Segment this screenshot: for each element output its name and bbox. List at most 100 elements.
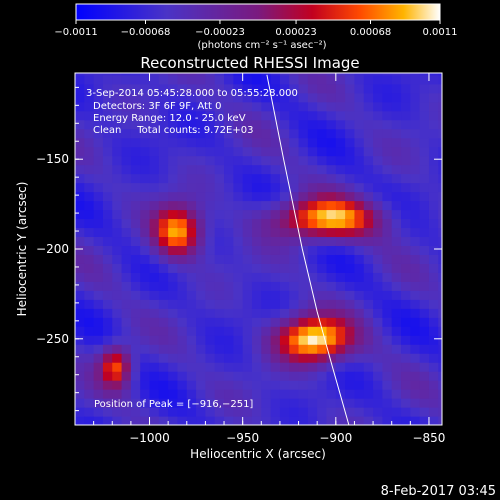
heatmap-cell (419, 398, 430, 408)
heatmap-cell (261, 182, 272, 193)
heatmap-cell (196, 380, 206, 390)
heatmap-cell (428, 290, 439, 300)
heatmap-cell (251, 119, 262, 130)
x-tick-label: −1000 (129, 431, 170, 445)
heatmap-cell (121, 110, 132, 121)
heatmap-cell (279, 281, 290, 291)
heatmap-cell (251, 416, 262, 425)
heatmap-cell (354, 164, 365, 175)
heatmap-cell (158, 263, 169, 273)
heatmap-cell (298, 155, 309, 166)
heatmap-cell (140, 74, 151, 85)
heatmap-cell (317, 416, 328, 425)
heatmap-cell (233, 299, 244, 309)
heatmap-cell (233, 227, 244, 238)
heatmap-cell (224, 209, 234, 220)
heatmap-cell (391, 308, 402, 318)
heatmap-cell (363, 344, 374, 354)
heatmap-cell (410, 353, 421, 363)
heatmap-cell (140, 326, 151, 336)
heatmap-cell (177, 83, 188, 94)
heatmap-cell (84, 155, 95, 166)
heatmap-cell (93, 362, 104, 372)
heatmap-cell (363, 164, 374, 175)
heatmap-cell (84, 344, 95, 354)
heatmap-cell (158, 362, 169, 372)
heatmap-cell (345, 173, 356, 184)
heatmap-cell (75, 110, 85, 121)
heatmap-cell (177, 407, 188, 417)
heatmap-cell (130, 236, 141, 247)
colorbar-tick-label: 0.0011 (423, 27, 458, 38)
heatmap-cell (242, 245, 253, 255)
heatmap-cell (205, 335, 216, 345)
heatmap-cell (354, 209, 365, 220)
heatmap-cell (391, 182, 402, 193)
heatmap-cell (149, 74, 160, 85)
heatmap-cell (363, 380, 374, 390)
heatmap-cell (242, 335, 253, 345)
heatmap-cell (251, 182, 262, 193)
heatmap-cell (438, 83, 442, 94)
heatmap-cell (121, 164, 132, 175)
heatmap-cell (326, 380, 337, 390)
heatmap-cell (102, 344, 113, 354)
heatmap-cell (317, 290, 328, 300)
heatmap-cell (317, 218, 328, 229)
heatmap-cell (93, 83, 104, 94)
heatmap-cell (158, 191, 169, 202)
heatmap-cell (279, 146, 290, 157)
heatmap-cell (401, 398, 411, 408)
heatmap-cell (391, 254, 402, 264)
heatmap-cell (354, 389, 365, 399)
heatmap-cell (382, 254, 393, 264)
heatmap-cell (224, 344, 234, 354)
heatmap-cell (261, 290, 272, 300)
heatmap-cell (428, 407, 439, 417)
heatmap-cell (261, 200, 272, 211)
heatmap-cell (335, 380, 346, 390)
heatmap-cell (186, 119, 197, 130)
heatmap-cell (335, 245, 346, 255)
heatmap-cell (112, 173, 123, 184)
heatmap-cell (130, 353, 141, 363)
heatmap-cell (335, 353, 346, 363)
heatmap-cell (298, 101, 309, 112)
heatmap-cell (419, 101, 430, 112)
heatmap-cell (149, 281, 160, 291)
heatmap-cell (345, 263, 356, 273)
heatmap-cell (363, 335, 374, 345)
heatmap-cell (326, 308, 337, 318)
heatmap-cell (270, 110, 281, 121)
heatmap-cell (279, 335, 290, 345)
heatmap-cell (168, 416, 179, 425)
heatmap-cell (93, 164, 104, 175)
heatmap-cell (233, 398, 244, 408)
heatmap-cell (289, 308, 300, 318)
heatmap-cell (363, 416, 374, 425)
heatmap-cell (270, 245, 281, 255)
heatmap-cell (261, 272, 272, 282)
heatmap-cell (279, 74, 290, 85)
heatmap-cell (75, 416, 85, 425)
heatmap-cell (279, 155, 290, 166)
heatmap-cell (289, 101, 300, 112)
heatmap-cell (84, 146, 95, 157)
heatmap-cell (251, 137, 262, 148)
heatmap-cell (410, 344, 421, 354)
heatmap-cell (130, 299, 141, 309)
heatmap-cell (326, 191, 337, 202)
heatmap-cell (438, 299, 442, 309)
heatmap-cell (317, 173, 328, 184)
heatmap-cell (410, 173, 421, 184)
heatmap-cell (373, 326, 383, 336)
heatmap-cell (149, 200, 160, 211)
heatmap-cell (205, 272, 216, 282)
heatmap-cell (242, 371, 253, 381)
heatmap-cell (401, 74, 411, 85)
heatmap-cell (214, 227, 225, 238)
heatmap-cell (391, 290, 402, 300)
heatmap-cell (93, 281, 104, 291)
heatmap-cell (428, 173, 439, 184)
heatmap-cell (391, 74, 402, 85)
